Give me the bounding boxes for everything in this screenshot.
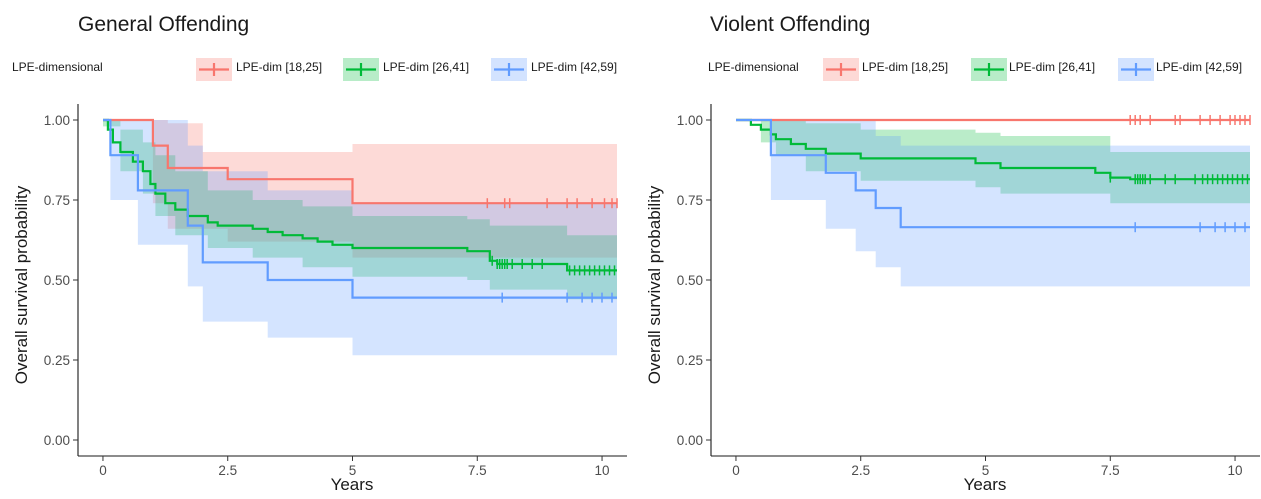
x-tick-label: 7.5 bbox=[468, 463, 487, 478]
legend-item-18-25: LPE-dim [18,25] bbox=[823, 58, 948, 81]
x-tick-label: 2.5 bbox=[218, 463, 237, 478]
y-tick-label: 0.00 bbox=[677, 433, 703, 448]
legend-title: LPE-dimensional bbox=[12, 60, 103, 74]
survival-curve-lpe-dim-26-41 bbox=[103, 118, 617, 272]
legend-label: LPE-dim [18,25] bbox=[862, 60, 948, 74]
plot-area: 0 2.5 5 7.5 10 0.00 0.25 0.50 0.75 1.00 bbox=[44, 104, 627, 478]
legend-label: LPE-dim [26,41] bbox=[1009, 60, 1095, 74]
x-axis-title: Years bbox=[331, 475, 374, 494]
y-tick-label: 0.50 bbox=[44, 273, 70, 288]
y-tick-label: 0.75 bbox=[44, 193, 70, 208]
survival-curve-lpe-dim-26-41 bbox=[736, 118, 1250, 181]
x-tick-label: 10 bbox=[1228, 463, 1243, 478]
plot-area: 0 2.5 5 7.5 10 0.00 0.25 0.50 0.75 1.00 bbox=[677, 104, 1260, 478]
x-tick-label: 7.5 bbox=[1101, 463, 1120, 478]
x-tick-label: 5 bbox=[982, 463, 990, 478]
legend-label: LPE-dim [42,59] bbox=[1156, 60, 1242, 74]
survival-curve-lpe-dim-18-25 bbox=[103, 118, 617, 205]
y-tick-label: 0.50 bbox=[677, 273, 703, 288]
confidence-band-lpe-dim-26-41 bbox=[103, 120, 617, 300]
survival-curve-lpe-dim-42-59 bbox=[736, 118, 1250, 229]
chart-title: Violent Offending bbox=[710, 13, 870, 36]
legend-item-26-41: LPE-dim [26,41] bbox=[343, 58, 469, 81]
legend-item-18-25: LPE-dim [18,25] bbox=[196, 58, 322, 81]
x-tick-label: 0 bbox=[99, 463, 107, 478]
legend: LPE-dimensional LPE-dim [18,25] LPE-dim … bbox=[708, 58, 1242, 81]
y-axis-title: Overall survival probability bbox=[12, 185, 31, 384]
chart-title: General Offending bbox=[78, 13, 249, 36]
y-tick-label: 0.25 bbox=[677, 353, 703, 368]
legend-item-42-59: LPE-dim [42,59] bbox=[491, 58, 617, 81]
legend-item-42-59: LPE-dim [42,59] bbox=[1118, 58, 1242, 81]
confidence-band-lpe-dim-26-41 bbox=[736, 120, 1250, 204]
x-tick-label: 10 bbox=[595, 463, 610, 478]
y-tick-label: 0.75 bbox=[677, 193, 703, 208]
y-tick-label: 0.25 bbox=[44, 353, 70, 368]
legend-title: LPE-dimensional bbox=[708, 60, 799, 74]
y-tick-label: 1.00 bbox=[677, 113, 703, 128]
x-tick-label: 5 bbox=[349, 463, 357, 478]
x-tick-label: 0 bbox=[732, 463, 740, 478]
survival-curve-lpe-dim-42-59 bbox=[103, 118, 617, 299]
legend-item-26-41: LPE-dim [26,41] bbox=[971, 58, 1095, 81]
y-axis-title: Overall survival probability bbox=[645, 185, 664, 384]
confidence-band-lpe-dim-42-59 bbox=[736, 120, 1250, 287]
legend: LPE-dimensional LPE-dim [18,25] LPE-dim … bbox=[12, 58, 617, 81]
y-tick-label: 1.00 bbox=[44, 113, 70, 128]
x-tick-label: 2.5 bbox=[851, 463, 870, 478]
legend-label: LPE-dim [18,25] bbox=[236, 60, 322, 74]
confidence-band-lpe-dim-18-25 bbox=[103, 120, 617, 258]
violent-offending-panel: Violent Offending LPE-dimensional LPE-di… bbox=[645, 13, 1260, 494]
legend-label: LPE-dim [26,41] bbox=[383, 60, 469, 74]
y-tick-label: 0.00 bbox=[44, 433, 70, 448]
general-offending-panel: General Offending LPE-dimensional LPE-di… bbox=[12, 13, 627, 494]
legend-label: LPE-dim [42,59] bbox=[531, 60, 617, 74]
x-axis-title: Years bbox=[964, 475, 1007, 494]
